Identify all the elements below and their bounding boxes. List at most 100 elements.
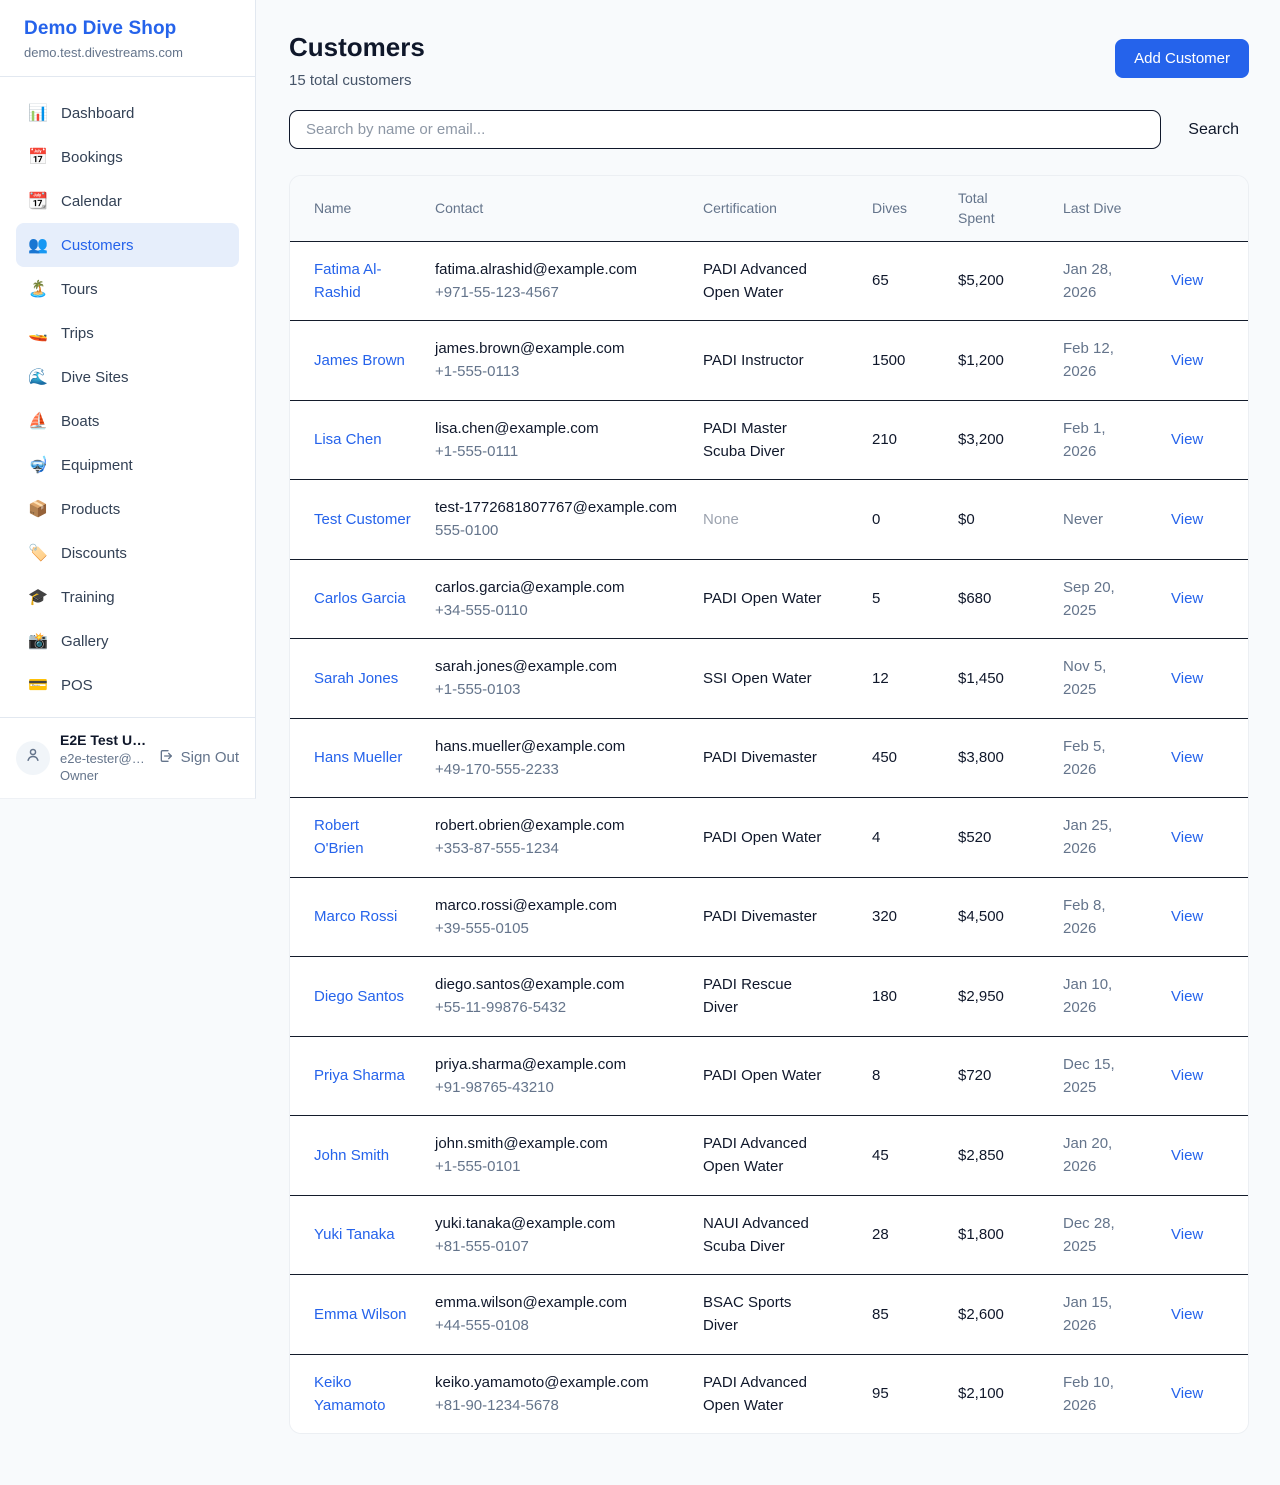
user-meta: E2E Test U… e2e-tester@… Owner [60,731,148,785]
view-customer-link[interactable]: View [1171,351,1204,369]
sidebar-item-label: Training [61,588,115,606]
boats-icon: ⛵ [28,413,48,430]
customer-name-link[interactable]: Marco Rossi [314,908,398,926]
customer-dives: 65 [872,241,958,321]
view-customer-link[interactable]: View [1171,431,1204,449]
customer-last-dive: Jan 20, 2026 [1063,1115,1171,1196]
view-customer-link[interactable]: View [1171,1067,1204,1085]
view-customer-link[interactable]: View [1171,1305,1204,1323]
add-customer-button[interactable]: Add Customer [1115,39,1249,78]
col-header-name: Name [290,176,435,242]
search-input[interactable] [289,110,1162,149]
customer-total-spent: $3,800 [958,717,1063,798]
sidebar-item-calendar[interactable]: 📆 Calendar [16,179,239,223]
sidebar-item-boats[interactable]: ⛵ Boats [16,399,239,443]
sidebar-item-dive-sites[interactable]: 🌊 Dive Sites [16,355,239,399]
table-row: James Brown james.brown@example.com +1-5… [290,320,1248,401]
col-header-contact: Contact [435,176,703,242]
table-row: Yuki Tanaka yuki.tanaka@example.com +81-… [290,1194,1248,1275]
customer-dives: 0 [872,479,958,560]
customer-certification: PADI Open Water [703,1035,872,1116]
view-customer-link[interactable]: View [1171,669,1204,687]
view-customer-link[interactable]: View [1171,987,1204,1005]
view-customer-link[interactable]: View [1171,590,1204,608]
customer-last-dive: Jan 28, 2026 [1063,241,1171,321]
view-customer-link[interactable]: View [1171,510,1204,528]
view-customer-link[interactable]: View [1171,1385,1204,1403]
sidebar-item-label: Bookings [61,148,123,166]
sidebar-item-label: Discounts [61,544,127,562]
customer-certification: PADI Divemaster [703,717,872,798]
customer-name-link[interactable]: John Smith [314,1146,390,1164]
sidebar-item-bookings[interactable]: 📅 Bookings [16,135,239,179]
sidebar-item-pos[interactable]: 💳 POS [16,663,239,707]
customer-phone: +1-555-0113 [435,363,520,381]
search-button[interactable]: Search [1188,120,1239,138]
customer-dives: 180 [872,956,958,1037]
customer-name-link[interactable]: Test Customer [314,510,411,528]
sidebar-item-dashboard[interactable]: 📊 Dashboard [16,91,239,135]
customer-name-link[interactable]: Hans Mueller [314,749,403,767]
customer-dives: 320 [872,876,958,957]
shop-name: Demo Dive Shop [24,18,177,39]
customer-total-spent: $680 [958,558,1063,639]
customer-name-link[interactable]: Sarah Jones [314,669,399,687]
table-header-row: Name Contact Certification Dives Total S… [290,176,1248,242]
customer-last-dive: Dec 28, 2025 [1063,1194,1171,1275]
customer-phone: +971-55-123-4567 [435,283,559,301]
customer-phone: +1-555-0111 [435,442,519,460]
view-customer-link[interactable]: View [1171,272,1204,290]
customer-name-link[interactable]: Carlos Garcia [314,590,406,608]
customer-total-spent: $1,200 [958,320,1063,401]
customers-table: Name Contact Certification Dives Total S… [290,176,1248,1434]
person-icon [24,746,42,769]
avatar [16,740,50,775]
sidebar-item-gallery[interactable]: 📸 Gallery [16,619,239,663]
view-customer-link[interactable]: View [1171,1146,1204,1164]
customer-dives: 1500 [872,320,958,401]
customer-certification: PADI Open Water [703,797,872,878]
view-customer-link[interactable]: View [1171,908,1204,926]
customer-certification: PADI Master Scuba Diver [703,399,872,480]
customer-name-link[interactable]: Priya Sharma [314,1067,405,1085]
customers-table-card: Name Contact Certification Dives Total S… [289,175,1249,1435]
view-customer-link[interactable]: View [1171,828,1204,846]
customer-phone: +44-555-0108 [435,1317,529,1335]
view-customer-link[interactable]: View [1171,1226,1204,1244]
sidebar-item-equipment[interactable]: 🤿 Equipment [16,443,239,487]
customer-phone: +55-11-99876-5432 [435,999,567,1017]
customer-last-dive: Feb 12, 2026 [1063,320,1171,401]
customer-name-link[interactable]: Fatima Al-Rashid [314,260,382,301]
customer-email: priya.sharma@example.com [435,1055,627,1073]
customer-total-spent: $1,450 [958,638,1063,719]
customer-name-link[interactable]: Keiko Yamamoto [314,1373,386,1414]
sidebar-item-tours[interactable]: 🏝️ Tours [16,267,239,311]
customer-name-link[interactable]: Diego Santos [314,987,405,1005]
sidebar-item-training[interactable]: 🎓 Training [16,575,239,619]
customer-phone: +81-555-0107 [435,1237,529,1255]
customer-last-dive: Feb 8, 2026 [1063,876,1171,957]
customer-name-link[interactable]: James Brown [314,351,405,369]
customer-total-spent: $4,500 [958,876,1063,957]
table-row: Keiko Yamamoto keiko.yamamoto@example.co… [290,1353,1248,1434]
sidebar-item-discounts[interactable]: 🏷️ Discounts [16,531,239,575]
trips-icon: 🚤 [28,325,48,342]
tours-icon: 🏝️ [28,281,48,298]
customer-phone: +1-555-0103 [435,681,521,699]
sidebar-item-products[interactable]: 📦 Products [16,487,239,531]
sign-out-button[interactable]: Sign Out [158,748,239,768]
customer-dives: 450 [872,717,958,798]
customer-dives: 210 [872,399,958,480]
customer-phone: +353-87-555-1234 [435,840,559,858]
customer-name-link[interactable]: Lisa Chen [314,431,382,449]
customer-email: sarah.jones@example.com [435,658,617,676]
customer-name-link[interactable]: Robert O'Brien [314,817,364,858]
sidebar-item-trips[interactable]: 🚤 Trips [16,311,239,355]
customer-name-link[interactable]: Yuki Tanaka [314,1226,395,1244]
customer-last-dive: Feb 5, 2026 [1063,717,1171,798]
sidebar-item-customers[interactable]: 👥 Customers [16,223,239,267]
table-row: Test Customer test-1772681807767@example… [290,479,1248,560]
equipment-icon: 🤿 [28,457,48,474]
view-customer-link[interactable]: View [1171,749,1204,767]
customer-name-link[interactable]: Emma Wilson [314,1305,407,1323]
